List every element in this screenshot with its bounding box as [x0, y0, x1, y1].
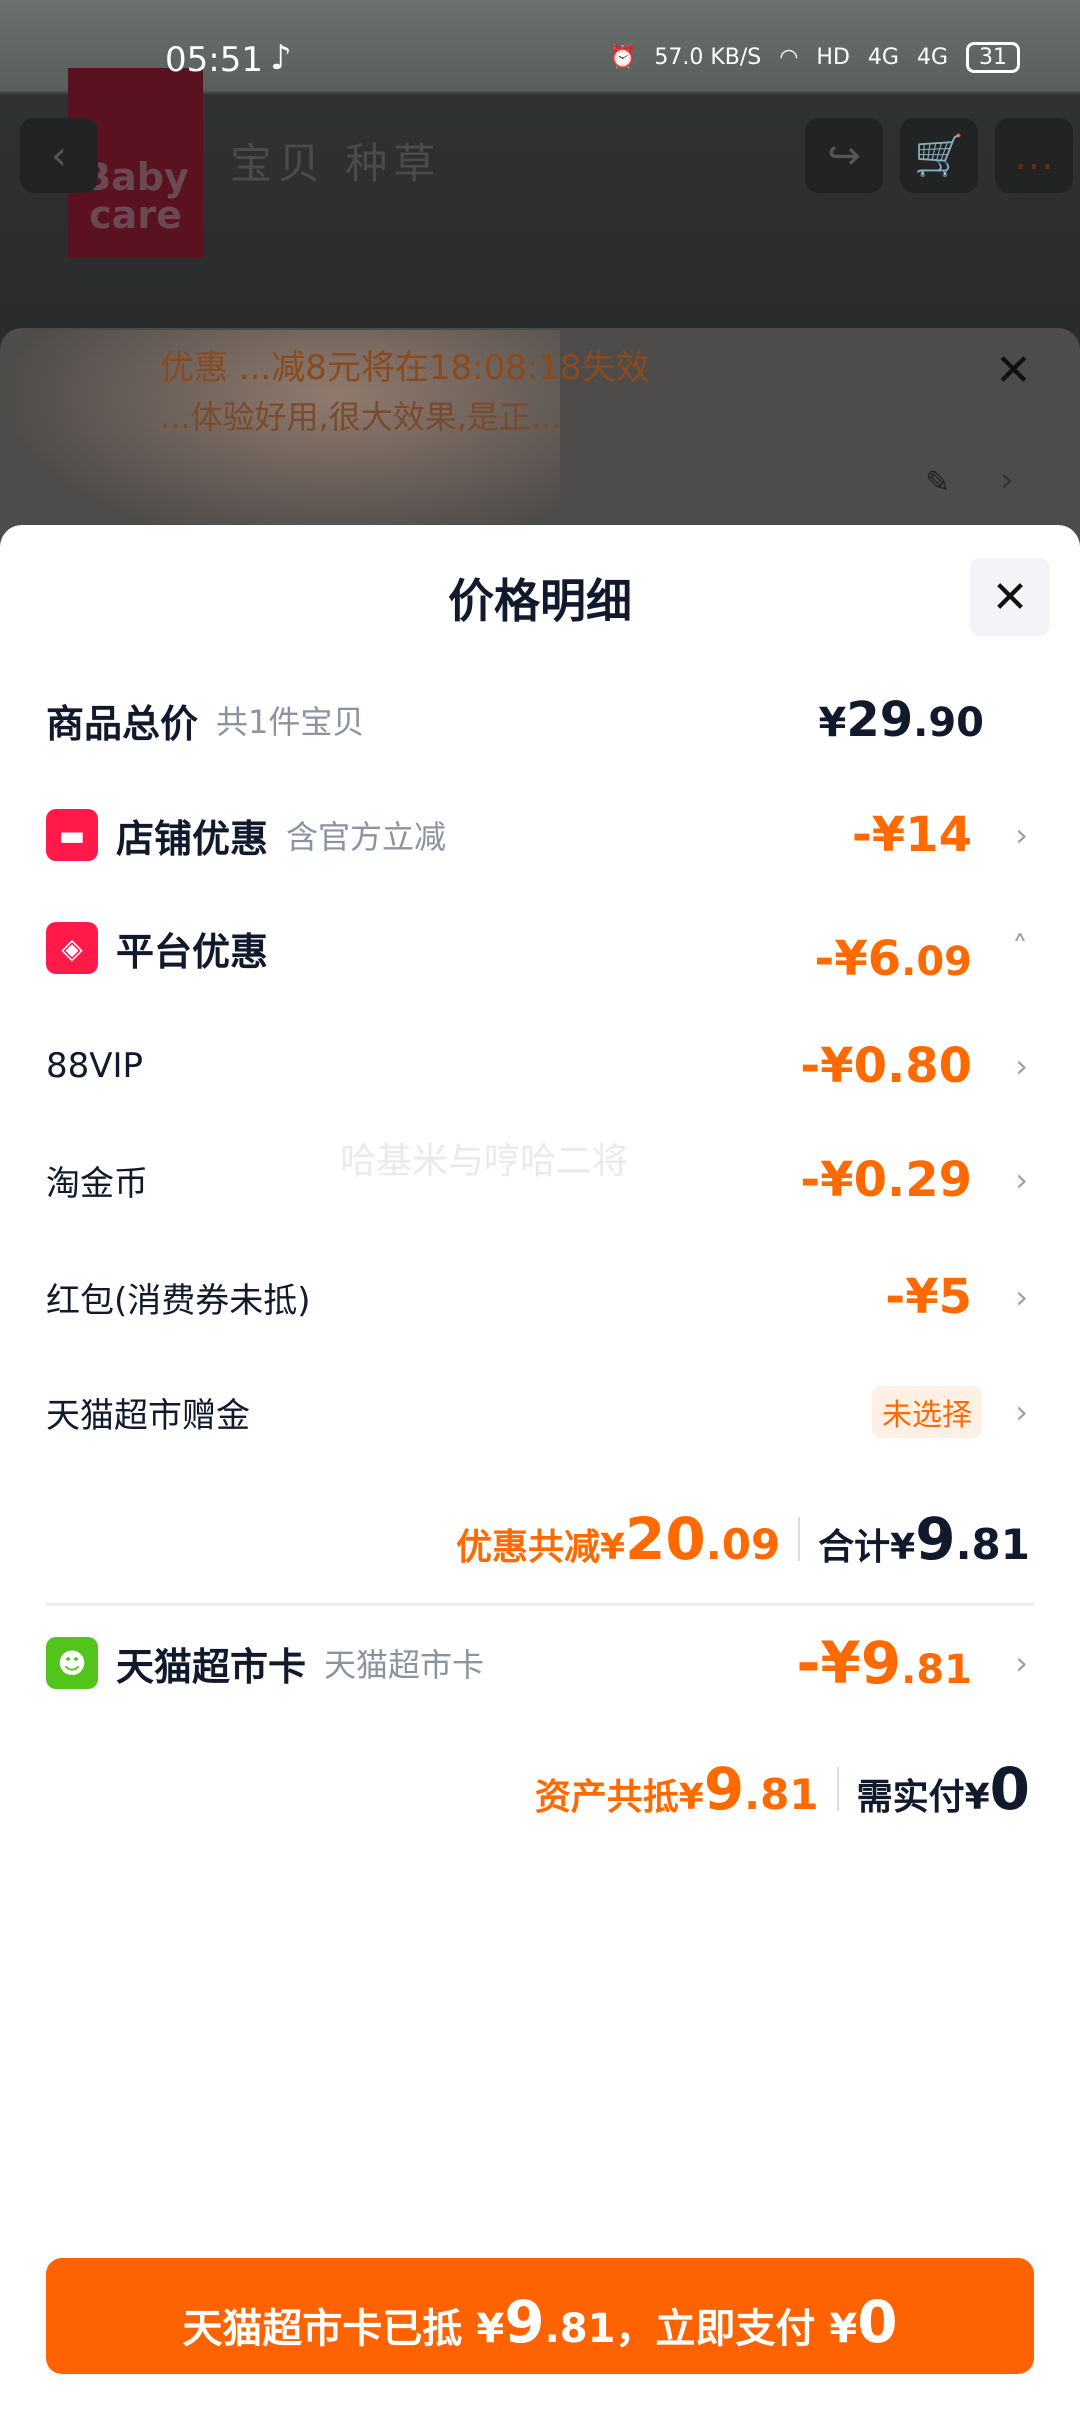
grand-total-int: 9 [915, 1505, 956, 1573]
status-bar: 05:51 ♪ ⏰ 57.0 KB/S ◠ HD 4G 4G 31 [0, 30, 1080, 90]
chevron-right-icon: › [1015, 1644, 1028, 1682]
store-discount-row[interactable]: ▬ 店铺优惠 含官方立减 -¥14 › [46, 800, 1034, 870]
platform-discount-amount: -¥6.09 [814, 931, 972, 987]
platform-discount-label: 平台优惠 [116, 929, 269, 974]
close-icon: ✕ [991, 571, 1029, 623]
alarm-icon: ⏰ [608, 45, 637, 70]
item-label: 天猫超市赠金 [46, 1395, 250, 1436]
separator [836, 1767, 839, 1811]
discount-total-label: 优惠共减¥ [455, 1527, 626, 1568]
total-row: 商品总价 共1件宝贝 ¥29.90 [46, 685, 1034, 755]
chevron-right-icon: › [1015, 1393, 1028, 1431]
tmall-cat-icon: ☻ [46, 1637, 98, 1689]
pay-button-amount: 0 [857, 2288, 898, 2356]
total-label: 商品总价 [46, 701, 199, 746]
total-amount: ¥29.90 [818, 692, 985, 748]
divider [46, 1603, 1034, 1606]
item-label: 88VIP [46, 1046, 144, 1086]
store-discount-sub: 含官方立减 [286, 818, 447, 856]
battery-icon: 31 [966, 42, 1020, 73]
store-discount-amount: -¥14 [851, 807, 972, 863]
sheet-title: 价格明细 [448, 574, 632, 628]
asset-total-label: 资产共抵¥ [534, 1777, 704, 1818]
discount-summary: 优惠共减¥ 20 .09 合计¥ 9 .81 [456, 1505, 1030, 1573]
promo-review: ...体验好用,很大效果,是正... [160, 398, 562, 436]
back-button[interactable]: ‹ [20, 118, 98, 193]
hd-icon: HD [816, 45, 850, 70]
store-discount-label: 店铺优惠 [116, 816, 269, 861]
tmall-card-label: 天猫超市卡 [116, 1644, 307, 1689]
chevron-right-icon[interactable]: › [1000, 460, 1014, 500]
pay-button-mid: ，立即支付 ¥ [615, 2306, 858, 2352]
asset-summary: 资产共抵¥ 9 .81 需实付¥ 0 [535, 1755, 1030, 1823]
nav-tabs[interactable]: 宝贝 种草 [230, 139, 442, 188]
item-row[interactable]: 88VIP -¥0.80 › [46, 1031, 1034, 1101]
discount-total-int: 20 [625, 1505, 706, 1573]
more-button[interactable]: … [995, 118, 1073, 193]
discount-total-dec: .09 [705, 1520, 781, 1569]
item-amount: -¥0.29 [800, 1152, 972, 1208]
chevron-right-icon: › [1015, 1278, 1028, 1316]
item-amount: -¥5 [885, 1269, 972, 1325]
cart-button[interactable]: 🛒 [900, 118, 978, 193]
redaction-smudge [0, 330, 560, 550]
pay-label: 需实付¥ [856, 1777, 990, 1818]
item-label: 红包(消费券未抵) [46, 1280, 311, 1321]
tmall-card-sub: 天猫超市卡 [324, 1646, 485, 1684]
tag-icon: ◈ [46, 922, 98, 974]
net-speed: 57.0 KB/S [654, 45, 762, 70]
tmall-card-row[interactable]: ☻ 天猫超市卡 天猫超市卡 -¥9.81 › [46, 1628, 1034, 1698]
tmall-card-amount: -¥9.81 [796, 1629, 972, 1697]
item-amount: -¥0.80 [800, 1038, 972, 1094]
share-button[interactable]: ↪ [805, 118, 883, 193]
pay-amount: 0 [989, 1755, 1030, 1823]
pay-button[interactable]: 天猫超市卡已抵 ¥ 9 .81 ，立即支付 ¥ 0 [46, 2258, 1034, 2374]
watermark: 哈基米与哼哈二将 [340, 1141, 629, 1182]
brand-logo: Baby care [68, 68, 203, 258]
promo-close-icon[interactable]: ✕ [995, 345, 1032, 396]
total-sub: 共1件宝贝 [216, 703, 365, 741]
price-detail-sheet [0, 525, 1080, 2412]
asset-total-int: 9 [703, 1755, 745, 1823]
promo-countdown: 优惠 ...减8元将在18:08:18失效 [160, 348, 650, 388]
signal-icon: 4G [867, 45, 899, 70]
clock: 05:51 [165, 40, 263, 80]
item-label: 淘金币 [46, 1163, 148, 1204]
pay-button-dec: .81 [544, 2306, 616, 2352]
item-row[interactable]: 天猫超市赠金 未选择 › [46, 1377, 1034, 1447]
grand-total-label: 合计¥ [818, 1527, 916, 1568]
edit-icon[interactable]: ✎ [925, 465, 951, 500]
chevron-right-icon: › [1015, 1161, 1028, 1199]
close-button[interactable]: ✕ [970, 558, 1050, 636]
asset-total-dec: .81 [744, 1770, 819, 1819]
grand-total-dec: .81 [955, 1520, 1030, 1569]
status-icons: ⏰ 57.0 KB/S ◠ HD 4G 4G 31 [609, 42, 1020, 73]
separator [798, 1517, 801, 1561]
pay-button-int: 9 [504, 2288, 545, 2356]
chevron-right-icon: › [1015, 1047, 1028, 1085]
item-row[interactable]: 红包(消费券未抵) -¥5 › [46, 1262, 1034, 1332]
wifi-icon: ◠ [779, 45, 799, 70]
top-nav: ‹ ↪ 🛒 … [20, 118, 1073, 193]
chevron-right-icon: › [1015, 816, 1028, 854]
signal-icon-2: 4G [916, 45, 948, 70]
store-icon: ▬ [46, 809, 98, 861]
pay-button-prefix: 天猫超市卡已抵 ¥ [182, 2306, 505, 2352]
chevron-up-icon: ˄ [1012, 929, 1028, 967]
platform-discount-row[interactable]: ◈ 平台优惠 -¥6.09 ˄ [46, 913, 1034, 987]
item-row[interactable]: 淘金币 -¥0.29 › [46, 1145, 1034, 1215]
not-selected-badge: 未选择 [872, 1386, 982, 1438]
tiktok-icon: ♪ [270, 38, 292, 78]
